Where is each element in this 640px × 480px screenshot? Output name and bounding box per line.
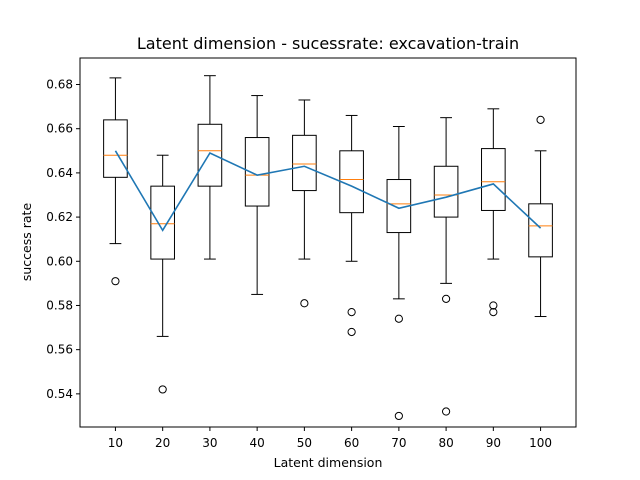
- y-tick-label: 0.58: [46, 298, 73, 312]
- x-tick-label: 80: [438, 436, 453, 450]
- x-tick-label: 40: [250, 436, 265, 450]
- outlier-point: [394, 411, 403, 421]
- y-tick-label: 0.68: [46, 78, 73, 92]
- box-group-90: [481, 108, 506, 317]
- x-tick-label: 60: [344, 436, 359, 450]
- y-tick-label: 0.60: [46, 254, 73, 268]
- x-tick-label: 70: [391, 436, 406, 450]
- box-group-30: [197, 75, 223, 260]
- x-tick-label: 20: [155, 436, 170, 450]
- box-group-80: [433, 117, 459, 416]
- box-group-20: [150, 154, 175, 394]
- outlier-point: [300, 299, 309, 308]
- y-tick-label: 0.66: [46, 122, 73, 136]
- outlier-point: [394, 314, 403, 323]
- plot-area: 0.54 0.56 0.58 0.60 0.62 0.64 0.66 0.68 10 20 30 40…: [46, 75, 553, 450]
- x-tick-label: 30: [202, 436, 217, 450]
- x-tick-label: 90: [486, 436, 501, 450]
- outlier-point: [441, 294, 451, 303]
- outlier-point: [158, 385, 167, 394]
- y-tick-label: 0.62: [46, 210, 73, 224]
- box-iqr: [481, 148, 506, 211]
- y-tick-label: 0.56: [46, 343, 73, 357]
- box-iqr: [150, 185, 175, 260]
- x-tick-label: 50: [297, 436, 312, 450]
- box-iqr: [433, 165, 459, 218]
- outlier-point: [536, 115, 545, 124]
- y-tick-label: 0.54: [46, 387, 73, 401]
- box-iqr: [197, 123, 223, 187]
- box-iqr: [103, 119, 128, 178]
- box-group-40: [244, 95, 270, 295]
- box-group-60: [339, 114, 364, 337]
- x-tick-label: 100: [529, 436, 552, 450]
- y-axis-label: success rate: [19, 203, 34, 282]
- mean-line-series: [114, 150, 542, 232]
- box-group-10: [103, 77, 128, 286]
- outlier-point: [347, 308, 356, 317]
- chart-title: Latent dimension - sucessrate: excavatio…: [137, 34, 519, 53]
- box-iqr: [292, 134, 317, 192]
- axes-frame: [79, 57, 577, 428]
- box-group-100: [528, 115, 553, 318]
- box-iqr: [528, 203, 553, 258]
- outlier-point: [489, 308, 498, 317]
- box-group-50: [292, 99, 317, 308]
- outlier-point: [489, 301, 498, 310]
- outlier-point: [347, 327, 356, 337]
- x-axis-label: Latent dimension: [274, 455, 383, 470]
- outlier-point: [441, 407, 451, 416]
- outlier-point: [111, 277, 120, 286]
- y-tick-label: 0.64: [46, 166, 73, 180]
- box-iqr: [244, 137, 270, 207]
- x-tick-label: 10: [108, 436, 123, 450]
